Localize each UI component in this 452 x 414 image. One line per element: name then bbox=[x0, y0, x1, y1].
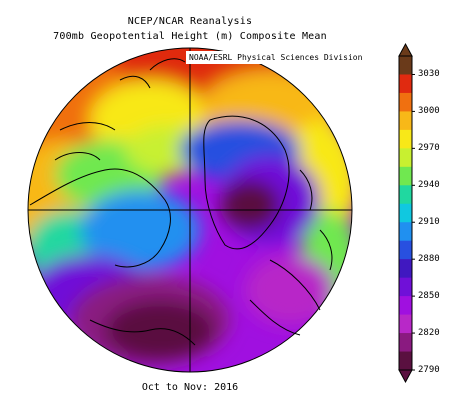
legend-tick-label: 2790 bbox=[418, 365, 440, 375]
legend-tick-label: 3000 bbox=[418, 106, 440, 117]
legend-color-swatch bbox=[399, 56, 412, 75]
legend-color-swatch bbox=[399, 240, 412, 260]
legend-color-swatch bbox=[399, 277, 412, 297]
legend-color-swatch bbox=[399, 351, 412, 371]
date-label: Oct to Nov: 2016 bbox=[141, 382, 239, 393]
credit-label: NOAA/ESRL Physical Sciences Division bbox=[186, 51, 362, 64]
legend-color-swatch bbox=[399, 314, 412, 334]
legend-tick-label: 2940 bbox=[418, 180, 440, 191]
legend-color-swatch bbox=[399, 203, 412, 223]
legend-color-swatch bbox=[399, 333, 412, 353]
legend-min-arrow bbox=[398, 369, 413, 384]
legend-tick-label: 2850 bbox=[418, 291, 440, 302]
legend-color-swatch bbox=[399, 222, 412, 242]
legend-color-swatch bbox=[399, 92, 412, 112]
legend-tick-label: 2820 bbox=[418, 328, 440, 339]
legend-tick-label: 2910 bbox=[418, 217, 440, 228]
legend-color-swatch bbox=[399, 148, 412, 168]
legend-tick-label: 3030 bbox=[418, 69, 440, 80]
legend-color-swatch bbox=[399, 129, 412, 149]
legend-color-swatch bbox=[399, 296, 412, 316]
map-border bbox=[27, 47, 353, 373]
legend-tick-label: 2880 bbox=[418, 254, 440, 265]
legend-color-swatch bbox=[399, 185, 412, 205]
legend-color-swatch bbox=[399, 111, 412, 131]
legend-color-swatch bbox=[399, 166, 412, 186]
legend-max-arrow bbox=[398, 42, 413, 57]
legend-frame bbox=[398, 55, 413, 371]
legend-color-swatch bbox=[399, 259, 412, 279]
legend-color-swatch bbox=[399, 74, 412, 94]
chart-title: NCEP/NCAR Reanalysis bbox=[127, 16, 253, 27]
legend-tick-label: 2970 bbox=[418, 143, 440, 154]
chart-subtitle: 700mb Geopotential Height (m) Composite … bbox=[53, 31, 327, 42]
